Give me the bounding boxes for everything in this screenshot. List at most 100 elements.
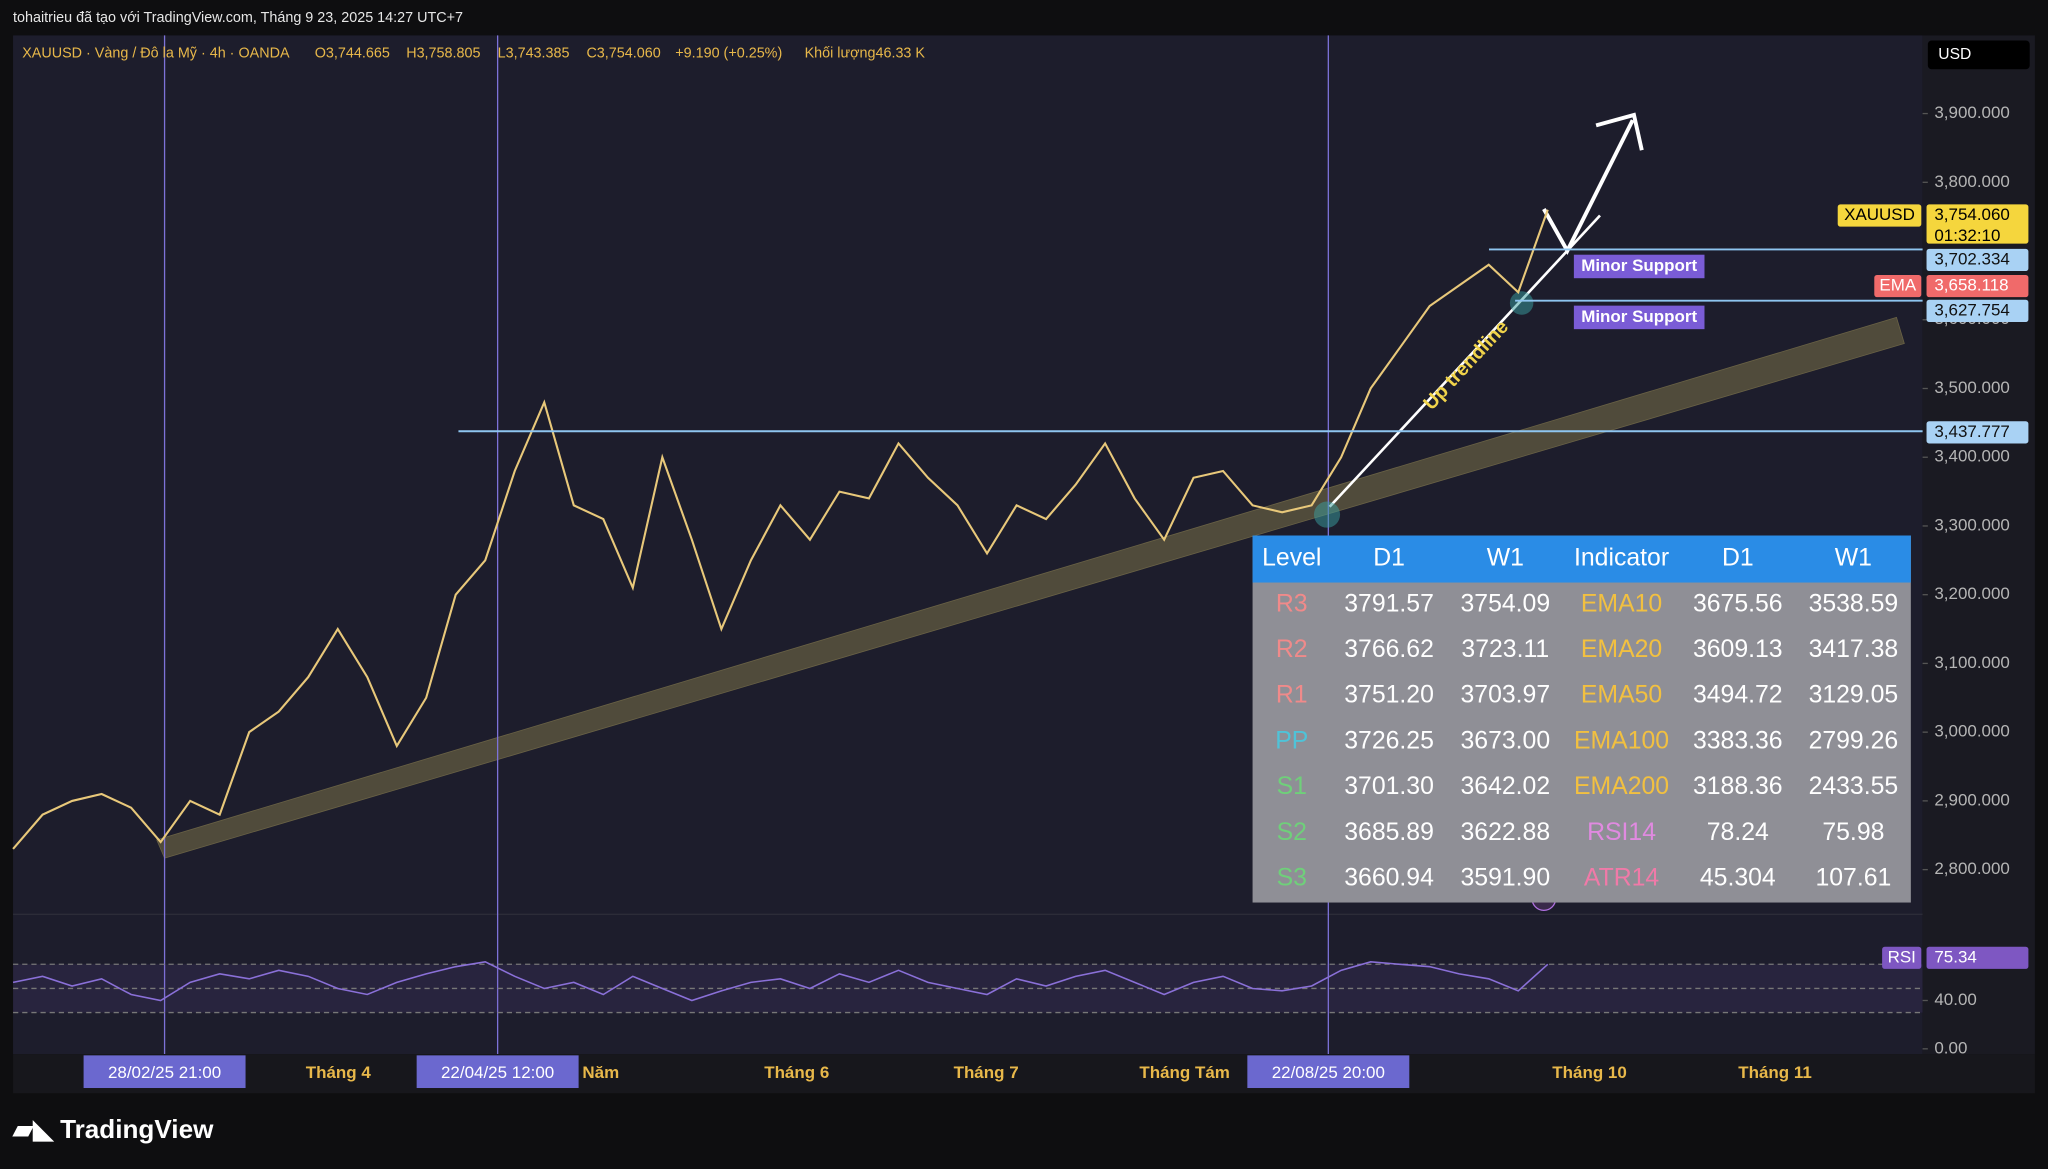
x-tick-label: 22/08/25 20:00: [1272, 1063, 1385, 1082]
table-cell: 107.61: [1815, 865, 1891, 892]
table-cell: S2: [1277, 819, 1307, 846]
rsi-tag-box: [1882, 946, 1922, 969]
table-cell: EMA100: [1574, 727, 1669, 754]
trendline: [1328, 214, 1601, 508]
table-header: W1: [1487, 545, 1524, 572]
table-cell: S3: [1277, 865, 1307, 892]
header-title: tohaitrieu đã tạo với TradingView.com, T…: [13, 10, 463, 26]
price-label-box: [1926, 274, 2029, 298]
logo-icon: ▰◣: [12, 1114, 55, 1144]
price-label-box: [1926, 248, 2029, 272]
table-cell: RSI14: [1587, 819, 1656, 846]
price-label-box: [1926, 421, 2029, 444]
table-cell: PP: [1275, 727, 1308, 754]
y-tick-label: 3,300.000: [1934, 515, 2010, 534]
annotation-box: [1573, 254, 1705, 279]
table-cell: 3129.05: [1809, 682, 1899, 709]
table-cell: EMA10: [1581, 590, 1662, 617]
table-cell: 3660.94: [1344, 865, 1434, 892]
footer-logo: TradingView: [60, 1114, 214, 1144]
table-cell: 3675.56: [1693, 590, 1783, 617]
table-cell: ATR14: [1584, 865, 1660, 892]
table-cell: EMA200: [1574, 773, 1669, 800]
table-cell: 3609.13: [1693, 636, 1783, 663]
table-cell: 3754.09: [1460, 590, 1550, 617]
table-cell: R2: [1276, 636, 1308, 663]
table-cell: 3642.02: [1460, 773, 1550, 800]
table-cell: EMA50: [1581, 682, 1662, 709]
price-label: 3,437.777: [1934, 422, 2010, 441]
y-tick-label: 40.00: [1934, 990, 1976, 1009]
table-cell: 3188.36: [1693, 773, 1783, 800]
y-tick-label: 2,800.000: [1934, 859, 2010, 878]
table-cell: R1: [1276, 682, 1308, 709]
y-tick-label: 3,100.000: [1934, 653, 2010, 672]
table-cell: 3417.38: [1809, 636, 1899, 663]
currency-box: [1927, 40, 2030, 70]
table-header: D1: [1373, 545, 1405, 572]
table-cell: 78.24: [1707, 819, 1769, 846]
ohlc-value: H3,758.805: [406, 45, 480, 61]
y-tick-label: 3,800.000: [1934, 172, 2010, 191]
price-label: 3,627.754: [1934, 300, 2010, 319]
ohlc-value: C3,754.060: [586, 45, 660, 61]
table-cell: EMA20: [1581, 636, 1662, 663]
table-cell: 3726.25: [1344, 727, 1434, 754]
trend-band: [156, 316, 1905, 859]
pivot-marker: [1509, 291, 1534, 315]
price-label-box: [1926, 204, 2029, 244]
table-cell: 2433.55: [1809, 773, 1899, 800]
table-header-bg: [1252, 535, 1911, 583]
rsi-tag: RSI: [1888, 947, 1916, 966]
arrow-head: [1595, 112, 1644, 151]
x-tick-label: Tháng 6: [764, 1063, 829, 1082]
price-label: 3,754.060: [1934, 205, 2010, 224]
date-box: [416, 1055, 579, 1089]
y-tick-label: 0.00: [1934, 1038, 1967, 1057]
y-tick-label: 3,900.000: [1934, 103, 2010, 122]
table-header: Level: [1262, 545, 1321, 572]
table-cell: 3751.20: [1344, 682, 1434, 709]
x-tick-label: Tháng 11: [1738, 1063, 1812, 1082]
symbol: XAUUSD · Vàng / Đô la Mỹ · 4h · OANDA: [22, 45, 290, 61]
y-tick-label: 2,900.000: [1934, 790, 2010, 809]
y-tick-label: 3,500.000: [1934, 378, 2010, 397]
rsi-line: [12, 961, 1549, 1002]
table-cell: 3685.89: [1344, 819, 1434, 846]
rsi-value: 75.34: [1934, 947, 1976, 966]
table-cell: S1: [1277, 773, 1307, 800]
countdown: 01:32:10: [1934, 226, 2000, 245]
annotation: Minor Support: [1581, 307, 1697, 326]
x-tick-label: Năm: [582, 1063, 619, 1082]
series-tag: XAUUSD: [1844, 205, 1915, 224]
ohlc-value: O3,744.665: [315, 45, 390, 61]
ohlc-value: L3,743.385: [498, 45, 570, 61]
table-header: D1: [1722, 545, 1754, 572]
table-cell: 3622.88: [1460, 819, 1550, 846]
date-box: [83, 1055, 246, 1089]
pivot-marker: [1313, 501, 1341, 528]
x-tick-label: Tháng 4: [306, 1063, 372, 1082]
table-bg: [1252, 535, 1911, 903]
table-cell: 3673.00: [1460, 727, 1550, 754]
annotation-box: [1573, 305, 1705, 330]
price-line: [12, 209, 1549, 850]
top-bar: [0, 0, 2048, 36]
arrow: [1542, 119, 1635, 255]
y-tick-label: 3,000.000: [1934, 722, 2010, 741]
series-tag: EMA: [1879, 276, 1916, 295]
table-cell: 3494.72: [1693, 682, 1783, 709]
table-cell: 3791.57: [1344, 590, 1434, 617]
table-cell: 3591.90: [1460, 865, 1550, 892]
table-header: W1: [1835, 545, 1872, 572]
table-cell: 3383.36: [1693, 727, 1783, 754]
table-cell: 3723.11: [1461, 636, 1549, 663]
ohlc-value: +9.190 (+0.25%): [675, 45, 782, 61]
x-tick-label: 22/04/25 12:00: [441, 1063, 554, 1082]
x-tick-label: Tháng Tám: [1139, 1063, 1230, 1082]
table-header: Indicator: [1574, 545, 1669, 572]
table-cell: 3701.30: [1344, 773, 1434, 800]
rsi-value-box: [1926, 946, 2029, 969]
